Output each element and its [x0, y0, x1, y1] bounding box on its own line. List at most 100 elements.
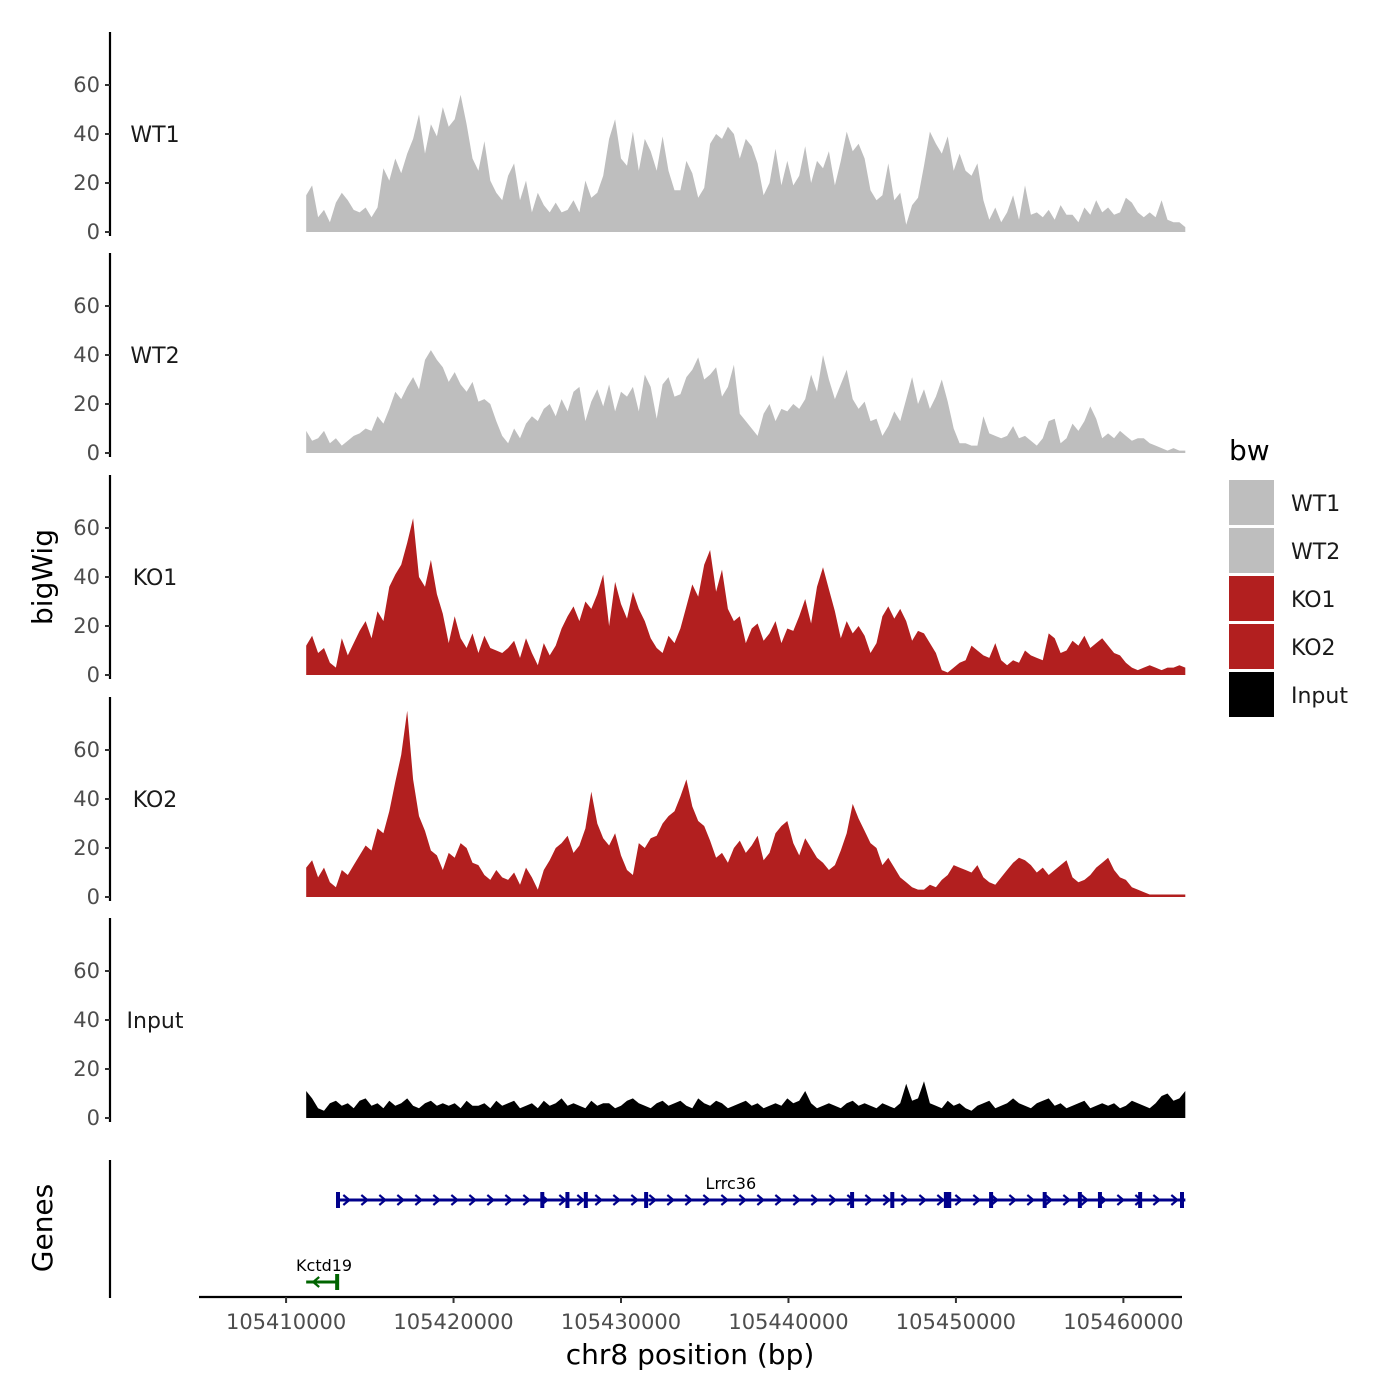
legend-label: WT1 [1291, 492, 1340, 517]
strand-arrow [828, 1194, 838, 1206]
x-axis-title: chr8 position (bp) [566, 1338, 815, 1371]
y-tick-label: 20 [73, 836, 100, 860]
y-tick-label: 0 [87, 441, 100, 465]
exon [947, 1192, 952, 1208]
y-tick-label: 60 [73, 516, 100, 540]
exon [1097, 1192, 1102, 1208]
strand-arrow [792, 1194, 802, 1206]
exon [1077, 1192, 1082, 1208]
strand-arrow [900, 1194, 910, 1206]
exon [989, 1192, 994, 1208]
y-tick-label: 0 [87, 885, 100, 909]
strand-arrow [954, 1194, 964, 1206]
y-tick-label: 20 [73, 392, 100, 416]
strand-arrow [702, 1194, 712, 1206]
exon [583, 1192, 588, 1208]
legend-item-input: Input [1229, 672, 1348, 717]
x-tick-label: 105440000 [728, 1310, 848, 1334]
y-tick-label: 60 [73, 294, 100, 318]
legend-label: Input [1291, 684, 1348, 709]
strand-arrow [450, 1194, 460, 1206]
exon [565, 1192, 570, 1208]
coverage-area-ko1 [306, 518, 1186, 675]
track-wt2: 0 20 40 60 WT2 [73, 253, 1186, 465]
strand-arrow [810, 1194, 820, 1206]
legend-swatch [1229, 480, 1274, 525]
x-tick-label: 105430000 [561, 1310, 681, 1334]
coverage-area-wt1 [306, 94, 1186, 232]
legend-item-ko2: KO2 [1229, 624, 1336, 669]
strand-arrow [558, 1194, 568, 1206]
track-label: WT1 [130, 123, 179, 148]
track-label: KO2 [133, 788, 178, 813]
strand-arrow [378, 1194, 388, 1206]
legend-item-ko1: KO1 [1229, 576, 1336, 621]
strand-arrow [1116, 1194, 1126, 1206]
x-tick-label: 105460000 [1063, 1310, 1183, 1334]
legend-label: KO2 [1291, 636, 1336, 661]
x-tick-label: 105410000 [226, 1310, 346, 1334]
strand-arrow [468, 1194, 478, 1206]
legend: bw WT1 WT2 KO1 KO2 Input [1229, 434, 1348, 717]
coverage-area-wt2 [306, 350, 1186, 453]
y-tick-label: 20 [73, 614, 100, 638]
strand-arrow [864, 1194, 874, 1206]
track-ko2: 0 20 40 60 KO2 [73, 697, 1186, 909]
strand-arrow [432, 1194, 442, 1206]
strand-arrow [882, 1194, 892, 1206]
strand-arrow [1026, 1194, 1036, 1206]
legend-label: WT2 [1291, 540, 1340, 565]
legend-swatch [1229, 528, 1274, 573]
exon [1138, 1192, 1143, 1208]
exon [335, 1192, 340, 1208]
gene-label: Lrrc36 [706, 1174, 757, 1193]
x-tick-label: 105450000 [896, 1310, 1016, 1334]
strand-arrow [522, 1194, 532, 1206]
strand-arrow [684, 1194, 694, 1206]
strand-arrow [594, 1194, 604, 1206]
exon [644, 1192, 649, 1208]
legend-item-wt2: WT2 [1229, 528, 1340, 573]
y-tick-label: 60 [73, 959, 100, 983]
strand-arrow [396, 1194, 406, 1206]
legend-title: bw [1229, 434, 1270, 467]
strand-arrow [774, 1194, 784, 1206]
x-tick-label: 105420000 [393, 1310, 513, 1334]
track-ko1: 0 20 40 60 KO1 [73, 475, 1186, 687]
exon [850, 1192, 855, 1208]
exon [1042, 1192, 1047, 1208]
strand-arrow [414, 1194, 424, 1206]
strand-arrow [918, 1194, 928, 1206]
legend-swatch [1229, 624, 1274, 669]
genes-track: Lrrc36 Kctd19 [108, 1160, 1186, 1298]
strand-arrow [630, 1194, 640, 1206]
gene-kctd19: Kctd19 [296, 1256, 352, 1290]
y-tick-label: 0 [87, 220, 100, 244]
strand-arrow [612, 1194, 622, 1206]
strand-arrow [648, 1194, 658, 1206]
strand-arrow [666, 1194, 676, 1206]
strand-arrow [990, 1194, 1000, 1206]
strand-arrow [972, 1194, 982, 1206]
strand-arrow [1080, 1194, 1090, 1206]
y-tick-label: 20 [73, 1057, 100, 1081]
y-tick-label: 40 [73, 343, 100, 367]
exon [335, 1274, 340, 1290]
strand-arrow [936, 1194, 946, 1206]
y-tick-label: 60 [73, 73, 100, 97]
y-tick-label: 40 [73, 122, 100, 146]
exon [1180, 1192, 1184, 1208]
strand-arrow [738, 1194, 748, 1206]
coverage-area-ko2 [306, 710, 1186, 897]
y-tick-label: 40 [73, 1008, 100, 1032]
strand-arrow [1170, 1194, 1180, 1206]
strand-arrow [360, 1194, 370, 1206]
strand-arrow [504, 1194, 514, 1206]
track-wt1: 0 20 40 60 WT1 [73, 32, 1186, 244]
x-axis: 105410000 105420000 105430000 105440000 1054… [199, 1295, 1184, 1334]
exon [540, 1192, 545, 1208]
gene-label: Kctd19 [296, 1256, 352, 1275]
legend-item-wt1: WT1 [1229, 480, 1340, 525]
y-tick-label: 40 [73, 565, 100, 589]
